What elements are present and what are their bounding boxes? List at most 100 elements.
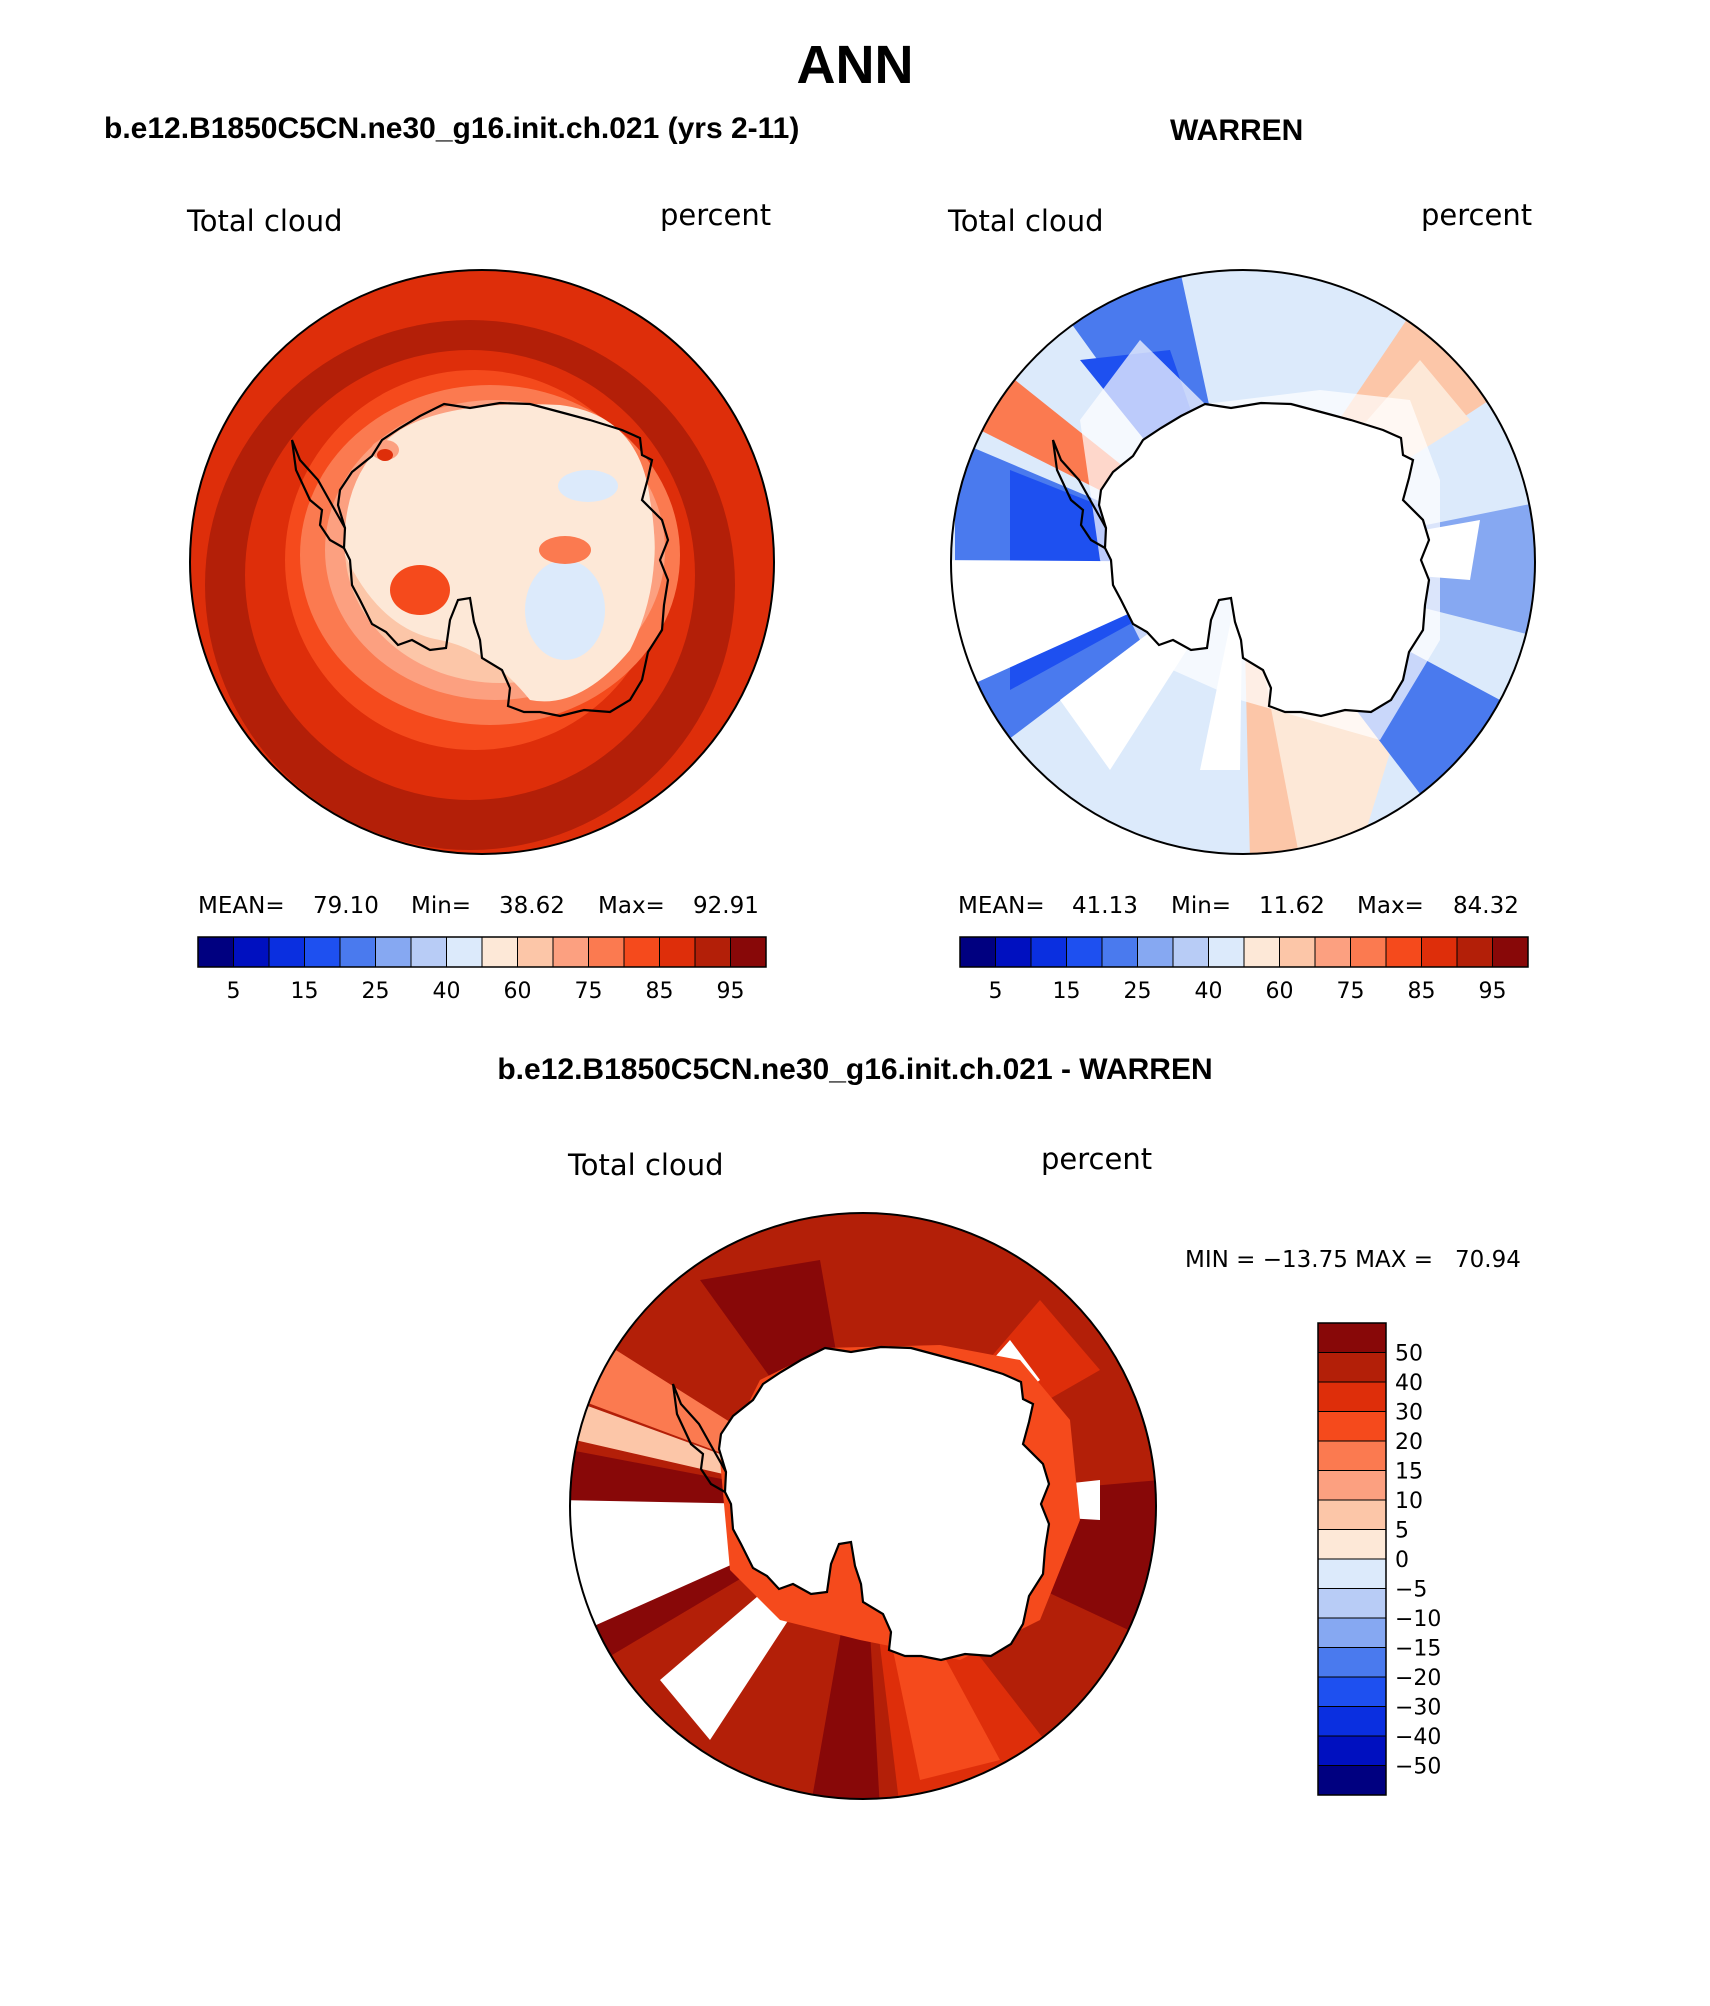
right-colorbar-swatch xyxy=(1172,936,1209,968)
left-colorbar: 5 15 25 40 60 75 85 95 xyxy=(197,936,767,1004)
diff-map-boundary xyxy=(569,1212,1157,1800)
left-colorbar-frame xyxy=(197,936,767,968)
left-mean-label: MEAN= xyxy=(198,893,285,919)
diff-colorbar-swatch xyxy=(1317,1617,1387,1648)
diff-variable-label: Total cloud xyxy=(568,1148,724,1182)
diff-colorbar-swatch xyxy=(1317,1381,1387,1412)
left-colorbar-tick-label: 85 xyxy=(646,979,674,1004)
diff-colorbar-tick-label: 10 xyxy=(1395,1489,1423,1514)
right-colorbar-swatch xyxy=(1137,936,1174,968)
left-colorbar-swatch xyxy=(588,936,625,968)
diff-colorbar-tick-label: −15 xyxy=(1395,1637,1441,1662)
left-map-boundary xyxy=(189,269,775,855)
diff-colorbar-swatch xyxy=(1317,1322,1387,1353)
right-colorbar-swatch xyxy=(1101,936,1138,968)
main-title: ANN xyxy=(796,35,914,95)
diff-colorbar-tick-label: −10 xyxy=(1395,1607,1441,1632)
right-colorbar-swatch xyxy=(1421,936,1458,968)
left-map xyxy=(189,269,775,855)
left-map-red-patch-1 xyxy=(390,565,450,615)
diff-colorbar-swatch xyxy=(1317,1440,1387,1471)
right-map-boundary xyxy=(950,269,1536,855)
left-min-label: Min= xyxy=(411,893,472,919)
diff-map xyxy=(569,1212,1157,1800)
right-colorbar: 5 15 25 40 60 75 85 95 xyxy=(959,936,1529,1004)
right-colorbar-swatch xyxy=(959,936,996,968)
right-colorbar-swatch xyxy=(995,936,1032,968)
left-colorbar-swatch xyxy=(552,936,589,968)
right-colorbar-swatch xyxy=(1350,936,1387,968)
diff-colorbar-tick-label: 20 xyxy=(1395,1430,1423,1455)
right-map-peninsula xyxy=(1051,439,1107,549)
diff-colorbar-swatch xyxy=(1317,1558,1387,1589)
left-panel-title: b.e12.B1850C5CN.ne30_g16.init.ch.021 (yr… xyxy=(104,112,800,145)
left-max-label: Max= xyxy=(598,893,665,919)
left-colorbar-swatch xyxy=(481,936,518,968)
diff-colorbar-tick-label: 40 xyxy=(1395,1371,1423,1396)
left-map-red-patch-2 xyxy=(539,536,591,564)
right-mean-label: MEAN= xyxy=(958,893,1045,919)
left-colorbar-swatch xyxy=(268,936,305,968)
diff-colorbar-frame xyxy=(1317,1322,1387,1796)
diff-colorbar-swatch xyxy=(1317,1706,1387,1737)
left-map-blue-patch-1 xyxy=(525,560,605,660)
left-map-blue-patch-2 xyxy=(558,470,618,502)
left-colorbar-swatch xyxy=(233,936,270,968)
left-colorbar-swatch xyxy=(410,936,447,968)
right-variable-label: Total cloud xyxy=(948,204,1104,238)
left-variable-label: Total cloud xyxy=(187,204,343,238)
diff-colorbar-swatch xyxy=(1317,1499,1387,1530)
left-colorbar-tick-label: 25 xyxy=(362,979,390,1004)
diff-colorbar-tick-label: 30 xyxy=(1395,1401,1423,1426)
right-colorbar-tick-label: 95 xyxy=(1479,979,1507,1004)
diff-colorbar-swatch xyxy=(1317,1676,1387,1707)
diff-colorbar-tick-label: −5 xyxy=(1395,1578,1427,1603)
left-colorbar-tick-label: 75 xyxy=(575,979,603,1004)
left-map-peninsula xyxy=(290,439,346,549)
right-colorbar-swatch xyxy=(1208,936,1245,968)
diff-colorbar-tick-label: 5 xyxy=(1395,1519,1409,1544)
left-colorbar-swatch xyxy=(623,936,660,968)
left-colorbar-tick-label: 60 xyxy=(504,979,532,1004)
left-colorbar-swatch xyxy=(694,936,731,968)
left-colorbar-swatch xyxy=(659,936,696,968)
left-map-coastline xyxy=(336,401,670,718)
right-colorbar-swatch xyxy=(1492,936,1529,968)
left-mean-value: 79.10 xyxy=(313,893,379,919)
right-colorbar-swatch xyxy=(1066,936,1103,968)
diff-map-peninsula xyxy=(671,1383,727,1493)
right-colorbar-tick-label: 5 xyxy=(989,979,1003,1004)
diff-colorbar-swatch xyxy=(1317,1765,1387,1796)
diff-panel-title: b.e12.B1850C5CN.ne30_g16.init.ch.021 - W… xyxy=(497,1053,1213,1086)
right-panel-title: WARREN xyxy=(1170,114,1304,147)
right-colorbar-tick-label: 15 xyxy=(1053,979,1081,1004)
right-min-label: Min= xyxy=(1171,893,1232,919)
diff-colorbar-swatch xyxy=(1317,1411,1387,1442)
right-colorbar-swatch xyxy=(1385,936,1422,968)
left-colorbar-swatch xyxy=(446,936,483,968)
diff-colorbar-tick-label: 15 xyxy=(1395,1460,1423,1485)
right-colorbar-frame xyxy=(959,936,1529,968)
right-colorbar-tick-label: 75 xyxy=(1337,979,1365,1004)
left-map-red-patch-4 xyxy=(377,449,393,461)
left-colorbar-swatch xyxy=(375,936,412,968)
diff-colorbar-tick-label: −20 xyxy=(1395,1666,1441,1691)
right-colorbar-swatch xyxy=(1279,936,1316,968)
right-colorbar-tick-label: 85 xyxy=(1408,979,1436,1004)
diff-colorbar-swatch xyxy=(1317,1588,1387,1619)
right-mean-value: 41.13 xyxy=(1072,893,1138,919)
left-min-value: 38.62 xyxy=(499,893,565,919)
right-map xyxy=(950,269,1536,855)
diff-colorbar-tick-label: 0 xyxy=(1395,1548,1409,1573)
left-colorbar-swatch xyxy=(304,936,341,968)
diff-map-continent xyxy=(719,1347,1049,1660)
right-colorbar-tick-label: 25 xyxy=(1124,979,1152,1004)
left-units-label: percent xyxy=(660,198,772,232)
diff-colorbar-swatch xyxy=(1317,1735,1387,1766)
diff-colorbar-swatch xyxy=(1317,1352,1387,1383)
right-colorbar-swatch xyxy=(1314,936,1351,968)
right-max-value: 84.32 xyxy=(1453,893,1519,919)
diff-colorbar-tick-label: −30 xyxy=(1395,1696,1441,1721)
